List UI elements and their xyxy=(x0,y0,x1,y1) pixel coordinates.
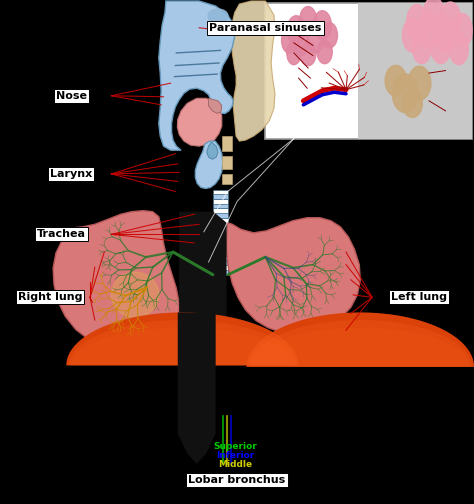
Polygon shape xyxy=(246,320,474,367)
Ellipse shape xyxy=(402,89,422,117)
Text: Lobar bronchus: Lobar bronchus xyxy=(188,475,286,485)
FancyBboxPatch shape xyxy=(222,136,232,151)
FancyBboxPatch shape xyxy=(358,3,472,139)
FancyBboxPatch shape xyxy=(222,156,232,169)
Ellipse shape xyxy=(418,12,439,48)
Ellipse shape xyxy=(307,28,324,53)
Ellipse shape xyxy=(431,30,451,64)
Ellipse shape xyxy=(301,42,316,66)
Ellipse shape xyxy=(423,0,444,33)
Polygon shape xyxy=(179,212,227,358)
Ellipse shape xyxy=(208,9,228,23)
Text: Inferior: Inferior xyxy=(217,451,255,460)
Text: Right lung: Right lung xyxy=(18,292,82,302)
Ellipse shape xyxy=(449,33,468,65)
FancyBboxPatch shape xyxy=(213,246,228,251)
Ellipse shape xyxy=(385,66,406,96)
FancyBboxPatch shape xyxy=(213,213,228,218)
FancyBboxPatch shape xyxy=(222,174,232,184)
FancyBboxPatch shape xyxy=(213,256,228,261)
Ellipse shape xyxy=(321,23,337,48)
Text: Trachea: Trachea xyxy=(37,229,86,239)
FancyBboxPatch shape xyxy=(213,204,228,209)
Polygon shape xyxy=(209,98,222,113)
Polygon shape xyxy=(246,312,474,367)
Ellipse shape xyxy=(293,30,309,55)
FancyBboxPatch shape xyxy=(213,209,228,213)
Polygon shape xyxy=(66,312,299,365)
Polygon shape xyxy=(195,141,223,188)
FancyBboxPatch shape xyxy=(265,3,472,139)
Polygon shape xyxy=(66,312,299,365)
Ellipse shape xyxy=(408,66,431,100)
Polygon shape xyxy=(178,312,216,464)
FancyBboxPatch shape xyxy=(213,199,228,204)
FancyBboxPatch shape xyxy=(213,251,228,256)
Ellipse shape xyxy=(287,16,305,45)
FancyBboxPatch shape xyxy=(213,237,228,241)
Ellipse shape xyxy=(452,14,472,47)
Text: Middle: Middle xyxy=(219,460,253,469)
Ellipse shape xyxy=(111,272,159,318)
Ellipse shape xyxy=(402,19,422,52)
Text: Nose: Nose xyxy=(55,91,87,101)
Polygon shape xyxy=(66,328,299,365)
Ellipse shape xyxy=(300,7,317,34)
Polygon shape xyxy=(66,320,299,365)
Ellipse shape xyxy=(313,11,331,40)
FancyBboxPatch shape xyxy=(213,218,228,223)
Ellipse shape xyxy=(439,2,461,38)
Polygon shape xyxy=(231,1,275,141)
FancyBboxPatch shape xyxy=(213,270,228,275)
Text: Larynx: Larynx xyxy=(50,169,92,179)
Ellipse shape xyxy=(406,5,428,41)
Ellipse shape xyxy=(317,40,332,64)
Text: Superior: Superior xyxy=(214,442,257,451)
FancyBboxPatch shape xyxy=(213,241,228,246)
Polygon shape xyxy=(159,1,235,150)
FancyBboxPatch shape xyxy=(213,261,228,265)
Ellipse shape xyxy=(392,74,418,112)
Ellipse shape xyxy=(282,28,297,53)
Ellipse shape xyxy=(412,32,431,64)
Polygon shape xyxy=(207,142,218,159)
FancyBboxPatch shape xyxy=(0,408,474,504)
FancyBboxPatch shape xyxy=(213,194,228,199)
FancyBboxPatch shape xyxy=(213,232,228,237)
Text: Paranasal sinuses: Paranasal sinuses xyxy=(209,23,322,33)
Polygon shape xyxy=(177,98,222,146)
Polygon shape xyxy=(246,328,474,367)
FancyBboxPatch shape xyxy=(213,265,228,270)
FancyBboxPatch shape xyxy=(213,223,228,227)
Text: Left lung: Left lung xyxy=(392,292,447,302)
Ellipse shape xyxy=(287,41,301,65)
FancyBboxPatch shape xyxy=(213,190,228,194)
FancyBboxPatch shape xyxy=(213,227,228,232)
Polygon shape xyxy=(227,218,360,334)
Ellipse shape xyxy=(435,16,456,52)
Polygon shape xyxy=(246,312,474,367)
Polygon shape xyxy=(53,211,179,350)
